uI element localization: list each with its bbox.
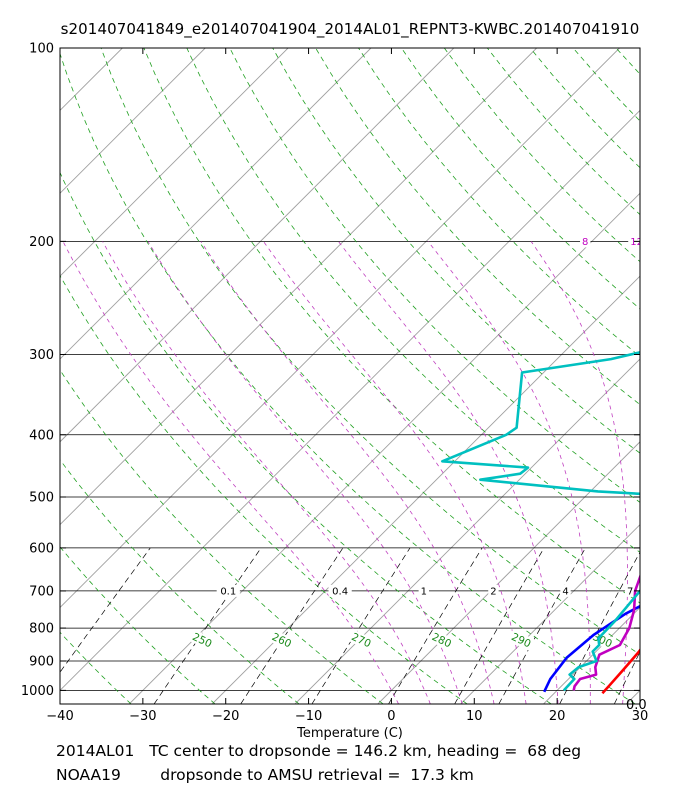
isotherm-line: [60, 48, 620, 609]
isotherm-line: [0, 48, 40, 704]
moist-adiabat-label: 16: [692, 237, 700, 248]
profile-line-3: [572, 573, 640, 691]
moist-adiabat-line: [427, 241, 591, 704]
dry-adiabat-line: [358, 48, 640, 358]
y-tick-label: 500: [29, 491, 54, 506]
isotherm-line: [460, 524, 640, 704]
dry-adiabat-line: [659, 48, 700, 704]
x-tick-label: 0: [387, 709, 395, 724]
mixing-ratio-line: [153, 547, 262, 704]
y-tick-label: 200: [29, 235, 54, 250]
x-tick-label: −30: [129, 709, 156, 724]
isotherm-line: [60, 109, 640, 692]
isotherm-line: [60, 48, 372, 360]
moist-adiabat-line: [263, 241, 527, 704]
y-tick-label: 1000: [21, 684, 54, 699]
mixing-ratio-line: [240, 547, 344, 704]
mixing-ratio-line: [454, 547, 545, 704]
moist-adiabat-line: [338, 241, 559, 704]
x-tick-label: 20: [549, 709, 566, 724]
moist-adiabat-line: [102, 241, 431, 704]
moist-adiabat-line: [530, 241, 628, 704]
moist-adiabat-line: [62, 241, 399, 704]
isotherm-line: [60, 48, 206, 194]
dry-adiabat-line: [401, 48, 640, 310]
mixing-ratio-line: [613, 651, 640, 704]
moist-adiabat-line: [200, 241, 495, 704]
corner-label: 0.0: [626, 698, 647, 713]
dry-adiabat-line: [443, 48, 640, 263]
moist-adiabat-line: [636, 241, 640, 251]
dry-adiabat-line: [143, 48, 640, 604]
background-grid: 0.10.41247101681216202428322502602702802…: [0, 48, 700, 704]
dry-adiabat-line: [229, 48, 640, 503]
mixing-ratio-line: [498, 547, 586, 704]
dry-adiabat-line: [60, 631, 132, 704]
isotherm-line: [294, 358, 640, 704]
y-tick-label: 100: [29, 42, 54, 57]
dry-adiabat-line: [60, 369, 384, 704]
dry-adiabat-line: [0, 48, 47, 704]
mixing-ratio-label: 1: [421, 586, 427, 597]
x-tick-label: −20: [212, 709, 239, 724]
profile-line-4: [441, 350, 640, 692]
mixing-ratio-line: [60, 547, 151, 673]
mixing-ratio-line: [388, 547, 483, 704]
y-tick-label: 900: [29, 654, 54, 669]
dry-adiabat-line: [60, 171, 552, 704]
isotherm-line: [626, 689, 640, 704]
profile-line-1: [601, 647, 640, 695]
mixing-ratio-line: [311, 547, 411, 704]
mixing-ratio-label: 4: [562, 586, 568, 597]
x-tick-label: −40: [46, 709, 73, 724]
isotherm-line: [60, 48, 455, 443]
x-axis-label: Temperature (C): [296, 726, 403, 741]
profile-lines: [441, 350, 640, 695]
dry-adiabat-line: [60, 546, 216, 704]
plot-border: [59, 47, 641, 705]
x-tick-label: 30: [632, 709, 649, 724]
footer-retrieval-text: NOAA19 dropsonde to AMSU retrieval = 17.…: [56, 766, 474, 784]
dry-adiabat-line: [272, 48, 640, 454]
footer-distance-text: 2014AL01 TC center to dropsonde = 146.2 …: [56, 742, 582, 760]
isotherm-line: [211, 275, 640, 704]
mixing-ratio-label: 2: [490, 586, 496, 597]
dry-adiabat-line: [529, 48, 640, 169]
dry-adiabat-line: [486, 48, 640, 216]
y-tick-label: 600: [29, 541, 54, 556]
isotherm-line: [128, 192, 640, 704]
x-tick-label: 10: [466, 709, 483, 724]
isotherm-line: [377, 441, 640, 704]
moist-adiabat-line: [688, 241, 700, 704]
y-tick-label: 300: [29, 348, 54, 363]
dry-adiabat-line: [60, 274, 468, 704]
isotherm-line: [543, 606, 640, 704]
dry-adiabat-line: [186, 48, 640, 553]
plot-frame: [59, 47, 641, 705]
isotherm-line: [60, 48, 123, 112]
mixing-ratio-label: 7: [627, 586, 633, 597]
isotherm-line: [60, 48, 537, 526]
moist-adiabat-line: [147, 241, 463, 704]
isotherm-line: [60, 48, 289, 277]
profile-line-2: [543, 604, 640, 693]
mixing-ratio-label: 0.4: [332, 586, 348, 597]
x-tick-label: −10: [295, 709, 322, 724]
dry-adiabat-line: [60, 459, 300, 704]
y-tick-label: 400: [29, 428, 54, 443]
y-tick-label: 800: [29, 622, 54, 637]
y-tick-label: 700: [29, 584, 54, 599]
mixing-ratio-label: 0.1: [220, 586, 236, 597]
moist-adiabat-label: 8: [582, 237, 588, 248]
chart-title: s201407041849_e201407041904_2014AL01_REP…: [60, 20, 640, 38]
mixing-ratio-label: 10: [665, 586, 678, 597]
moist-adiabat-label: 12: [630, 237, 643, 248]
dry-adiabat-line: [572, 48, 640, 122]
